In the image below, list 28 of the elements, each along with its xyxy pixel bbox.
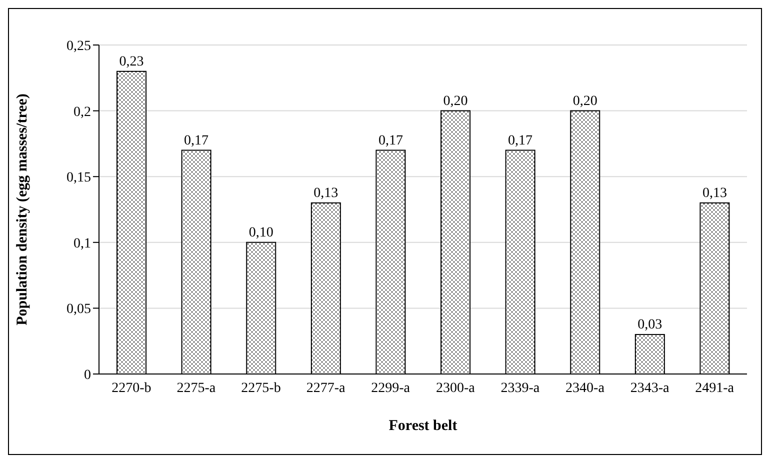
data-label: 0,17 [508,133,533,148]
data-label: 0,10 [248,225,274,240]
x-axis-title: Forest belt [388,418,458,434]
x-tick-label: 2300-a [436,380,476,396]
x-tick-label: 2270-b [112,380,152,396]
data-label: 0,20 [443,94,468,109]
y-axis-title: Population density (egg masses/tree) [14,94,30,326]
x-tick-label: 2277-a [306,380,346,396]
data-label: 0,13 [314,186,338,201]
x-tick-label: 2275-b [241,380,281,396]
x-tick-label: 2275-a [176,380,216,396]
data-label: 0,20 [572,94,598,109]
data-label: 0,17 [184,133,209,148]
data-label: 0,23 [119,54,144,70]
x-tick-label: 2339-a [500,380,540,396]
data-label: 0,17 [378,133,403,148]
y-tick-label: 0,05 [66,302,91,318]
data-label: 0,03 [638,318,662,333]
x-tick-label: 2491-a [695,380,735,396]
y-tick-label: 0,1 [74,236,91,252]
data-label: 0,13 [702,186,727,201]
x-tick-label: 2340-a [566,380,606,396]
y-tick-label: 0,2 [74,104,91,120]
x-tick-label: 2343-a [630,380,670,396]
x-tick-label: 2299-a [371,380,411,396]
y-tick-label: 0 [84,368,91,383]
y-tick-label: 0,25 [66,38,91,54]
y-tick-label: 0,15 [66,170,91,186]
